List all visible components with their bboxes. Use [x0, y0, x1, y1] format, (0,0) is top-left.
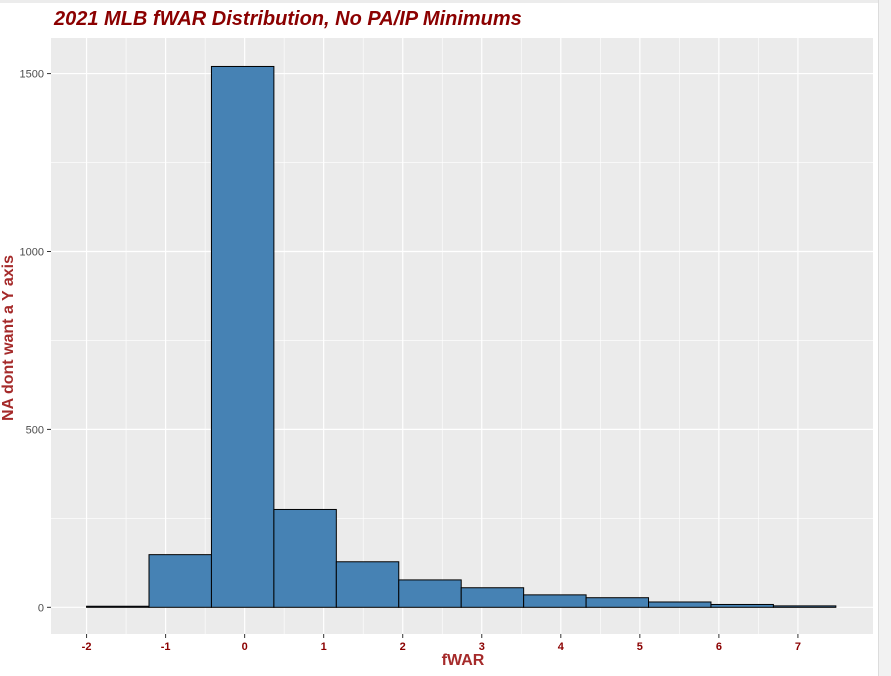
- histogram-bar-11: [710, 603, 774, 608]
- histogram-bar-4: [273, 508, 337, 608]
- y-axis-ticks: 0 500 1000 1500: [20, 69, 51, 614]
- plot-panel: [51, 38, 873, 634]
- window-top-edge: [0, 0, 891, 3]
- histogram-bar-12: [772, 605, 837, 608]
- x-tick-label: 5: [637, 641, 643, 653]
- x-axis-label: fWAR: [441, 652, 485, 669]
- x-tick-label: 2: [400, 641, 406, 653]
- histogram-bar-8: [523, 594, 587, 608]
- x-axis-ticks: -2 -1 0 1 2 3 4 5 6 7: [82, 634, 801, 653]
- minor-gridlines: [51, 38, 873, 634]
- histogram-bar-7: [460, 587, 525, 608]
- x-tick-label: 7: [795, 641, 801, 653]
- histogram-bar-5: [335, 561, 400, 608]
- vertical-scrollbar[interactable]: [878, 0, 891, 676]
- x-tick-label: 3: [479, 641, 485, 653]
- histogram-bar-9: [585, 597, 650, 608]
- histogram-bar-6: [398, 579, 462, 608]
- histogram-bars: [86, 65, 837, 608]
- histogram-bar-10: [648, 601, 712, 608]
- y-tick-label: 1000: [20, 246, 44, 258]
- x-tick-label: 1: [321, 641, 327, 653]
- y-tick-label: 500: [26, 424, 44, 436]
- chart-title: 2021 MLB fWAR Distribution, No PA/IP Min…: [54, 8, 522, 30]
- x-tick-label: 6: [716, 641, 722, 653]
- y-tick-label: 1500: [20, 69, 44, 81]
- x-tick-label: -2: [82, 641, 92, 653]
- x-tick-label: -1: [161, 641, 171, 653]
- x-tick-label: 0: [242, 641, 248, 653]
- y-axis-label: NA dont want a Y axis: [0, 255, 17, 421]
- histogram-bar-1: [86, 605, 150, 608]
- histogram-bar-2: [148, 554, 212, 608]
- histogram-bar-3: [210, 65, 275, 608]
- x-tick-label: 4: [558, 641, 565, 653]
- y-tick-label: 0: [38, 602, 44, 614]
